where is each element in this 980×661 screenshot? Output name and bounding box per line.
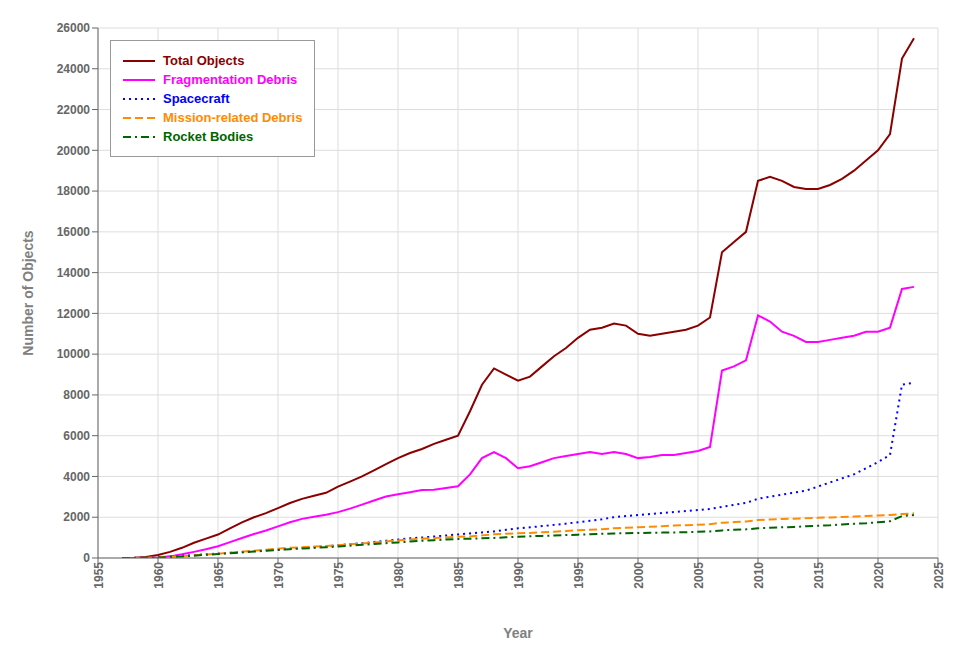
svg-text:4000: 4000 (63, 470, 90, 484)
svg-text:2000: 2000 (632, 562, 646, 589)
html-text:Mission-related Debris: Mission-related Debris (163, 110, 303, 125)
svg-text:14000: 14000 (57, 266, 91, 280)
html-text:Rocket Bodies: Rocket Bodies (163, 129, 254, 144)
svg-text:26000: 26000 (57, 21, 91, 35)
svg-text:1960: 1960 (152, 562, 166, 589)
svg-text:10000: 10000 (57, 347, 91, 361)
svg-text:2005: 2005 (692, 562, 706, 589)
svg-text:1970: 1970 (272, 562, 286, 589)
svg-text:1990: 1990 (512, 562, 526, 589)
svg-text:2015: 2015 (812, 562, 826, 589)
svg-text:1965: 1965 (212, 562, 226, 589)
svg-text:1995: 1995 (572, 562, 586, 589)
html-text:Fragmentation Debris: Fragmentation Debris (163, 72, 298, 87)
svg-text:16000: 16000 (57, 225, 91, 239)
svg-text:6000: 6000 (63, 429, 90, 443)
svg-text:1955: 1955 (92, 562, 106, 589)
svg-text:2020: 2020 (872, 562, 886, 589)
svg-text:Number of Objects: Number of Objects (20, 230, 36, 355)
html-text:Spacecraft: Spacecraft (163, 91, 230, 106)
svg-text:1980: 1980 (392, 562, 406, 589)
svg-text:2000: 2000 (63, 510, 90, 524)
svg-text:2010: 2010 (752, 562, 766, 589)
svg-text:24000: 24000 (57, 62, 91, 76)
svg-text:2025: 2025 (932, 562, 946, 589)
svg-text:Year: Year (503, 625, 533, 641)
svg-text:8000: 8000 (63, 388, 90, 402)
svg-text:1985: 1985 (452, 562, 466, 589)
svg-text:18000: 18000 (57, 184, 91, 198)
svg-text:22000: 22000 (57, 103, 91, 117)
html-text:Total Objects: Total Objects (163, 53, 245, 68)
svg-text:20000: 20000 (57, 144, 91, 158)
svg-text:12000: 12000 (57, 307, 91, 321)
svg-text:1975: 1975 (332, 562, 346, 589)
svg-text:0: 0 (83, 551, 90, 565)
